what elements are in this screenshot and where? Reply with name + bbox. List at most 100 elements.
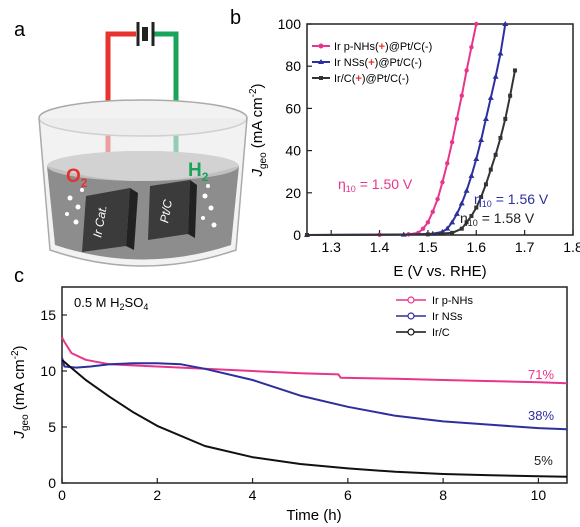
x-tick-label: 1.6 [467,239,487,255]
data-point [459,226,464,231]
gas-bubbles [65,184,217,228]
panel-b-y-axis: 0 20 40 60 80 100 [278,16,312,243]
data-point [474,205,479,210]
y-tick-label: 100 [278,16,302,32]
data-point [488,167,493,172]
data-point [493,152,498,157]
x-tick-label: 2 [153,487,161,503]
data-point [425,220,431,225]
svg-text:Ir Cat.: Ir Cat. [90,204,109,239]
panel-b-x-axis: 1.3 1.4 1.5 1.6 1.7 1.8 [321,230,580,255]
x-tick-label: 1.7 [515,239,535,255]
panel-c: c 0 5 10 15 0 2 4 6 8 10 Jgeo (mA cm-2) Time (h)… [10,265,568,524]
y-tick-label: 10 [40,363,56,379]
data-point [425,232,430,237]
electrolyte-label: 0.5 M H2SO4 [74,295,148,312]
y-tick-label: 15 [40,307,56,323]
panel-b-y-label: Jgeo (mA cm-2) [248,83,269,177]
eta-annotation-ir-nss: η10 = 1.56 V [474,191,549,209]
data-point [468,172,475,178]
data-point [464,220,469,225]
svg-text:Pt/C: Pt/C [157,198,175,224]
x-tick-label: 10 [531,487,547,503]
series-line-0 [306,23,478,236]
y-tick-label: 80 [285,58,301,74]
retention-label-ir-c: 5% [534,453,553,468]
legend-item-c-ir-p-nhs: Ir p-NHs [396,295,473,307]
data-point [464,68,469,73]
legend-item-ir-nss: Ir NSs(+)@Pt/C(-) [312,57,422,69]
svg-text:Ir p-NHs(+)@Pt/C(-): Ir p-NHs(+)@Pt/C(-) [334,41,432,53]
pt-c-electrode: Pt/C [148,180,197,240]
data-point [502,21,509,26]
data-point [449,219,456,225]
panel-b-legend: Ir p-NHs(+)@Pt/C(-) Ir NSs(+)@Pt/C(-) Ir… [312,41,432,85]
x-tick-label: 0 [58,487,66,503]
panel-a-label: a [14,19,26,41]
data-point [305,233,309,237]
data-point [459,93,464,98]
o2-label: O2 [66,166,88,190]
x-tick-label: 1.3 [321,239,341,255]
y-tick-label: 40 [285,143,301,159]
ir-cat-electrode: Ir Cat. [82,188,138,252]
data-point [453,210,460,216]
data-point [454,116,460,122]
panel-c-y-axis: 0 5 10 15 [40,307,67,491]
data-point [503,116,508,121]
data-point [435,196,440,202]
panel-c-label: c [14,265,24,287]
data-point [449,139,455,145]
panel-b-label: b [230,7,241,29]
svg-text:Ir/C: Ir/C [432,327,450,339]
legend-item-ir-c: Ir/C(+)@Pt/C(-) [312,73,409,85]
y-tick-label: 20 [285,185,301,201]
data-point [508,93,513,98]
legend-item-c-ir-c: Ir/C [396,327,450,339]
data-point [478,137,485,143]
series-line-2 [61,359,568,478]
panel-b-x-label: E (V vs. RHE) [393,263,486,280]
data-point [458,200,465,206]
data-point [440,180,445,185]
x-tick-label: 4 [249,487,257,503]
x-tick-label: 1.5 [418,239,438,255]
data-point [469,214,474,219]
series-line-1 [61,357,568,431]
data-point [469,45,474,50]
data-point [492,73,499,79]
svg-text:Ir p-NHs: Ir p-NHs [432,295,473,307]
series-line-0 [61,336,568,385]
x-tick-label: 6 [344,487,352,503]
panel-c-frame [61,286,568,484]
panel-c-series [61,336,568,478]
retention-label-ir-nss: 38% [528,408,554,423]
legend-item-c-ir-nss: Ir NSs [396,311,463,323]
data-point [512,68,517,73]
data-point [487,94,494,100]
panel-b-frame [306,23,574,236]
y-tick-label: 60 [285,100,301,116]
retention-label-ir-p-nhs: 71% [528,367,554,382]
data-point [483,182,488,187]
data-point [420,226,426,231]
data-point [473,156,480,162]
svg-text:Ir NSs: Ir NSs [432,311,463,323]
data-point [450,230,455,235]
data-point [463,187,470,193]
panel-c-legend: Ir p-NHs Ir NSs Ir/C [396,295,473,339]
svg-text:Ir NSs(+)@Pt/C(-): Ir NSs(+)@Pt/C(-) [334,57,422,69]
x-tick-label: 8 [439,487,447,503]
svg-text:Ir/C(+)@Pt/C(-): Ir/C(+)@Pt/C(-) [334,73,409,85]
panel-c-x-axis: 0 2 4 6 8 10 [58,478,546,503]
legend-item-ir-p-nhs: Ir p-NHs(+)@Pt/C(-) [312,41,432,53]
y-tick-label: 0 [293,227,301,243]
panel-a: a Ir Cat. Pt/C [14,19,248,267]
data-point [444,225,451,231]
y-tick-label: 5 [48,419,56,435]
data-point [498,135,503,140]
panel-c-x-label: Time (h) [286,507,341,524]
data-point [482,115,489,121]
panel-b: b 0 20 40 60 80 100 1.3 1.4 1.5 1.6 1.7 1.8 Jgeo (… [230,7,580,280]
